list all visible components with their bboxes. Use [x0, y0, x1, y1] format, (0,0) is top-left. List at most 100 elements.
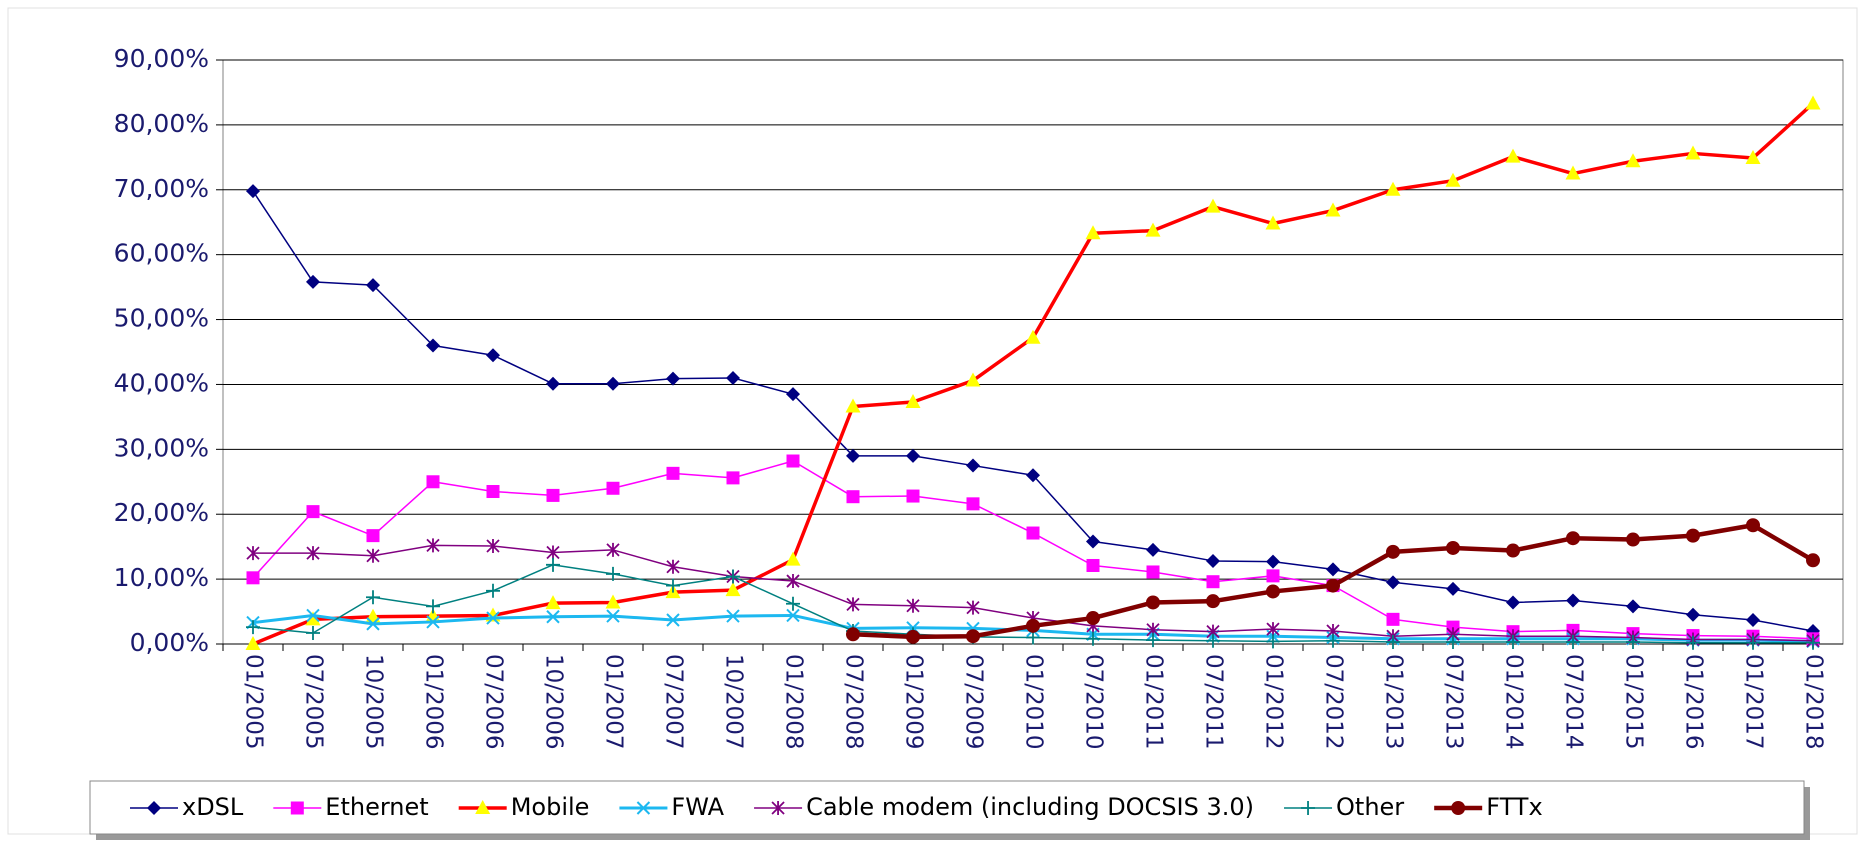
marker — [1445, 172, 1461, 187]
x-tick-label: 07/2014 — [1561, 654, 1587, 750]
marker — [666, 466, 680, 480]
marker — [426, 475, 440, 489]
marker — [1206, 633, 1220, 648]
marker — [246, 620, 260, 635]
marker — [1326, 578, 1340, 593]
marker — [1446, 540, 1460, 555]
marker — [1301, 801, 1316, 815]
marker — [1026, 618, 1040, 633]
marker — [305, 611, 321, 626]
x-tick-label: 01/2006 — [421, 654, 447, 750]
x-tick-label: 01/2011 — [1141, 654, 1167, 750]
marker — [1265, 215, 1281, 230]
marker — [786, 596, 800, 611]
marker — [426, 338, 440, 353]
marker — [846, 627, 860, 642]
marker — [486, 485, 500, 499]
x-tick-label: 07/2008 — [841, 654, 867, 750]
marker — [1145, 222, 1161, 237]
marker — [246, 546, 260, 561]
y-tick-label: 10,00% — [114, 563, 209, 592]
marker — [1266, 584, 1280, 599]
legend-label: FTTx — [1486, 793, 1542, 821]
marker — [306, 546, 320, 561]
marker — [486, 611, 500, 625]
marker — [1746, 612, 1760, 627]
marker — [1206, 553, 1220, 568]
marker — [785, 551, 801, 566]
marker — [906, 629, 920, 644]
marker — [845, 398, 861, 413]
marker — [1205, 198, 1221, 213]
marker — [1025, 329, 1041, 344]
y-tick-label: 30,00% — [114, 433, 209, 462]
marker — [1746, 518, 1760, 533]
marker — [606, 481, 620, 495]
x-tick-label: 01/2010 — [1021, 654, 1047, 750]
x-tick-label: 10/2005 — [361, 654, 387, 750]
marker — [1625, 153, 1641, 168]
marker — [605, 594, 621, 609]
marker — [1626, 599, 1640, 614]
marker — [486, 539, 500, 554]
marker — [1686, 528, 1700, 543]
marker — [1385, 181, 1401, 196]
marker — [1506, 595, 1520, 610]
marker — [1326, 562, 1340, 577]
marker — [1806, 553, 1820, 568]
marker — [1146, 565, 1160, 579]
marker — [1026, 526, 1040, 540]
marker — [965, 372, 981, 387]
marker — [147, 801, 161, 815]
x-tick-label: 10/2007 — [721, 654, 747, 750]
marker — [1146, 542, 1160, 557]
y-tick-label: 90,00% — [114, 44, 209, 73]
x-tick-label: 07/2005 — [301, 654, 327, 750]
y-tick-label: 20,00% — [114, 498, 209, 527]
legend-label: FWA — [671, 793, 724, 821]
marker — [1206, 594, 1220, 609]
marker — [475, 800, 491, 814]
marker — [1086, 558, 1100, 572]
marker — [606, 376, 620, 391]
marker — [966, 600, 980, 615]
x-tick-label: 01/2013 — [1381, 654, 1407, 750]
marker — [246, 571, 260, 585]
marker — [1026, 468, 1040, 483]
marker — [1085, 225, 1101, 240]
marker — [725, 582, 741, 597]
marker — [1805, 95, 1821, 110]
marker — [486, 583, 500, 598]
marker — [906, 448, 920, 463]
marker — [306, 274, 320, 289]
marker — [666, 613, 680, 627]
marker — [846, 597, 860, 612]
marker — [1325, 202, 1341, 217]
x-tick-label: 07/2011 — [1201, 654, 1227, 750]
marker — [606, 566, 620, 581]
marker — [966, 497, 980, 511]
plot — [245, 95, 1821, 650]
marker — [1566, 635, 1580, 650]
marker — [1386, 612, 1400, 626]
x-tick-label: 01/2018 — [1801, 654, 1827, 750]
marker — [546, 488, 560, 502]
marker — [966, 458, 980, 473]
x-tick-label: 01/2015 — [1621, 654, 1647, 750]
marker — [306, 608, 320, 623]
marker — [1326, 633, 1340, 648]
marker — [1386, 575, 1400, 590]
marker — [726, 609, 740, 623]
marker — [366, 278, 380, 293]
marker — [290, 801, 304, 815]
x-tick-label: 07/2006 — [481, 654, 507, 750]
marker — [786, 608, 800, 623]
x-tick-label: 01/2016 — [1681, 654, 1707, 750]
marker — [1686, 607, 1700, 622]
x-tick-label: 01/2012 — [1261, 654, 1287, 750]
marker — [1745, 149, 1761, 164]
x-tick-label: 01/2017 — [1741, 654, 1767, 750]
marker — [1206, 575, 1220, 589]
marker — [966, 629, 980, 644]
marker — [726, 471, 740, 485]
